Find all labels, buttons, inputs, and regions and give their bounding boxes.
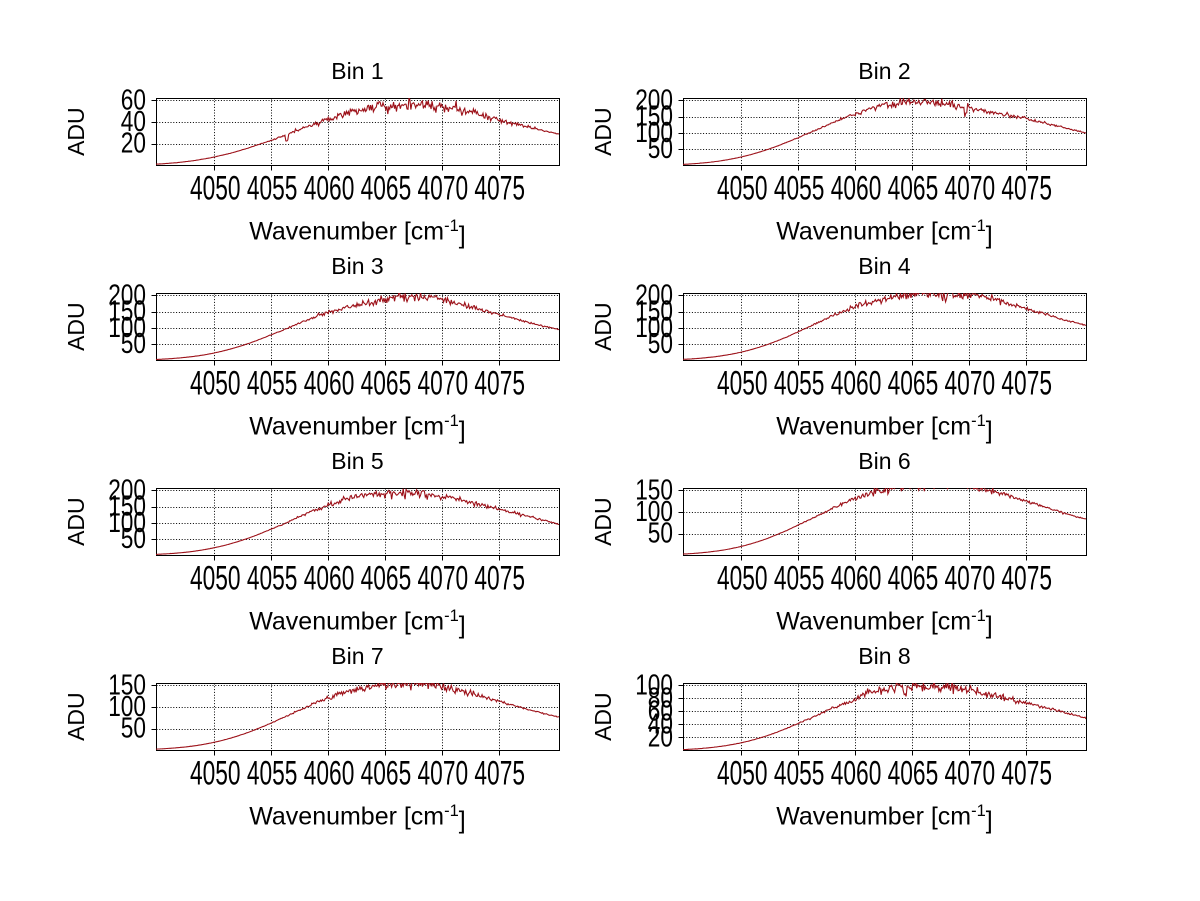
svg-text:Wavenumber [cm-1]: Wavenumber [cm-1] bbox=[776, 802, 992, 834]
svg-text:150: 150 bbox=[108, 669, 146, 701]
svg-text:4050 4055 4060 4065 4070 4075: 4050 4055 4060 4065 4070 4075 bbox=[717, 364, 1052, 402]
svg-text:Bin 8: Bin 8 bbox=[858, 645, 910, 669]
svg-text:Bin 3: Bin 3 bbox=[331, 255, 383, 279]
svg-text:150: 150 bbox=[635, 474, 673, 506]
svg-text:ADU: ADU bbox=[63, 302, 89, 351]
svg-text:Bin 2: Bin 2 bbox=[858, 60, 910, 84]
svg-text:Wavenumber [cm-1]: Wavenumber [cm-1] bbox=[776, 217, 992, 249]
svg-text:ADU: ADU bbox=[590, 107, 616, 156]
svg-text:Bin 5: Bin 5 bbox=[331, 450, 383, 474]
svg-text:200: 200 bbox=[108, 474, 146, 506]
svg-text:ADU: ADU bbox=[63, 692, 89, 741]
svg-text:200: 200 bbox=[635, 84, 673, 116]
svg-text:Wavenumber [cm-1]: Wavenumber [cm-1] bbox=[249, 607, 465, 639]
svg-text:4050 4055 4060 4065 4070 4075: 4050 4055 4060 4065 4070 4075 bbox=[717, 754, 1052, 792]
svg-text:200: 200 bbox=[635, 279, 673, 311]
svg-text:Wavenumber [cm-1]: Wavenumber [cm-1] bbox=[776, 412, 992, 444]
svg-text:ADU: ADU bbox=[590, 302, 616, 351]
svg-text:Wavenumber [cm-1]: Wavenumber [cm-1] bbox=[249, 412, 465, 444]
svg-text:Bin 1: Bin 1 bbox=[331, 60, 383, 84]
svg-text:Wavenumber [cm-1]: Wavenumber [cm-1] bbox=[249, 217, 465, 249]
svg-text:ADU: ADU bbox=[590, 497, 616, 546]
svg-text:Bin 6: Bin 6 bbox=[858, 450, 910, 474]
svg-text:ADU: ADU bbox=[590, 692, 616, 741]
svg-text:ADU: ADU bbox=[63, 107, 89, 156]
svg-text:100: 100 bbox=[635, 669, 673, 701]
svg-text:Wavenumber [cm-1]: Wavenumber [cm-1] bbox=[776, 607, 992, 639]
svg-text:60: 60 bbox=[121, 84, 146, 116]
svg-text:4050 4055 4060 4065 4070 4075: 4050 4055 4060 4065 4070 4075 bbox=[190, 754, 525, 792]
svg-text:4050 4055 4060 4065 4070 4075: 4050 4055 4060 4065 4070 4075 bbox=[190, 169, 525, 207]
svg-text:ADU: ADU bbox=[63, 497, 89, 546]
svg-text:200: 200 bbox=[108, 279, 146, 311]
svg-text:4050 4055 4060 4065 4070 4075: 4050 4055 4060 4065 4070 4075 bbox=[190, 559, 525, 597]
svg-text:Bin 7: Bin 7 bbox=[331, 645, 383, 669]
svg-text:4050 4055 4060 4065 4070 4075: 4050 4055 4060 4065 4070 4075 bbox=[717, 559, 1052, 597]
svg-text:4050 4055 4060 4065 4070 4075: 4050 4055 4060 4065 4070 4075 bbox=[190, 364, 525, 402]
svg-text:Bin 4: Bin 4 bbox=[858, 255, 911, 279]
svg-text:4050 4055 4060 4065 4070 4075: 4050 4055 4060 4065 4070 4075 bbox=[717, 169, 1052, 207]
svg-text:Wavenumber [cm-1]: Wavenumber [cm-1] bbox=[249, 802, 465, 834]
